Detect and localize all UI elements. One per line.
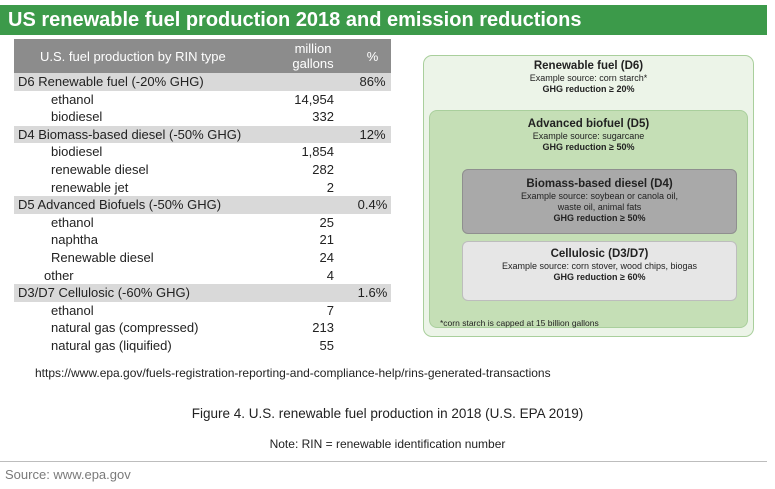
table-row: natural gas (compressed) 213 [14,319,391,337]
figure-caption: Figure 4. U.S. renewable fuel production… [191,406,584,421]
d5-example: Example source: sugarcane [532,131,645,141]
d5-advanced-biofuel-box: Advanced biofuel (D5) Example source: su… [429,110,748,328]
header-gallons: gallons [292,56,334,71]
row-label: D3/D7 Cellulosic (-60% GHG) [18,285,190,301]
row-value: 25 [319,214,334,230]
table-row: naphtha 21 [14,231,391,249]
row-value: 1,854 [301,144,334,160]
d4-example-line2: waste oil, animal fats [557,202,642,212]
header-fuel-type: U.S. fuel production by RIN type [40,49,226,64]
row-label: renewable diesel [51,161,149,177]
row-label: D6 Renewable fuel (-20% GHG) [18,74,204,89]
row-value: 213 [312,320,334,336]
row-label: naphtha [51,232,98,248]
table-body: D6 Renewable fuel (-20% GHG) 86% ethanol 14… [14,73,391,355]
d3-example: Example source: corn stover, wood chips,… [501,261,698,271]
table-category-row: D5 Advanced Biofuels (-50% GHG) 0.4% [14,196,391,214]
row-label: D4 Biomass-based diesel (-50% GHG) [18,126,242,142]
d6-ghg: GHG reduction ≥ 20% [542,84,635,94]
source-credit: Source: www.epa.gov [5,467,131,482]
table-row: natural gas (liquified) 55 [14,337,391,355]
table-row: biodiesel 332 [14,108,391,126]
d4-title: Biomass-based diesel (D4) [526,178,673,190]
table-row: other 4 [14,267,391,285]
d6-example: Example source: corn starch* [529,73,648,83]
row-percent: 0.4% [357,197,388,213]
row-label: renewable jet [51,179,129,195]
row-value: 332 [312,109,334,125]
d3-title: Cellulosic (D3/D7) [550,248,649,260]
d5-ghg: GHG reduction ≥ 50% [542,142,635,152]
row-label: ethanol [51,214,94,230]
header-million: million [294,41,332,56]
d4-ghg: GHG reduction ≥ 50% [553,213,646,223]
row-label: Renewable diesel [51,249,154,265]
table-row: ethanol 25 [14,214,391,232]
d3-ghg: GHG reduction ≥ 60% [553,272,646,282]
row-percent: 12% [359,126,386,142]
row-label: natural gas (liquified) [51,337,172,353]
diagram-footnote: *corn starch is capped at 15 billion gal… [440,318,599,328]
header-percent: % [366,49,379,64]
row-value: 24 [319,249,334,265]
table-category-row: D6 Renewable fuel (-20% GHG) 86% [14,73,391,91]
row-label: other [44,267,74,283]
row-value: 55 [319,337,334,353]
table-row: biodiesel 1,854 [14,143,391,161]
row-value: 282 [312,161,334,177]
table-row: renewable diesel 282 [14,161,391,179]
d5-title: Advanced biofuel (D5) [527,118,650,130]
row-percent: 1.6% [357,285,388,301]
row-value: 2 [326,179,334,195]
row-value: 4 [326,267,334,283]
divider [0,461,767,462]
header-million-gallons: million gallons [279,41,347,71]
table-category-row: D4 Biomass-based diesel (-50% GHG) 12% [14,125,391,144]
source-url: https://www.epa.gov/fuels-registration-r… [35,366,551,380]
table-category-row: D3/D7 Cellulosic (-60% GHG) 1.6% [14,284,391,302]
d3-cellulosic-box: Cellulosic (D3/D7) Example source: corn … [462,241,737,301]
row-label: ethanol [51,91,94,107]
banner-title: US renewable fuel production 2018 and em… [0,5,767,35]
d4-example-line1: Example source: soybean or canola oil, [520,191,679,201]
table-row: Renewable diesel 24 [14,249,391,267]
row-value: 21 [319,232,334,248]
table-row: ethanol 14,954 [14,91,391,109]
d6-title: Renewable fuel (D6) [533,60,644,72]
d4-biomass-diesel-box: Biomass-based diesel (D4) Example source… [462,169,737,234]
row-label: natural gas (compressed) [51,320,199,336]
row-percent: 86% [359,74,386,89]
d6-renewable-fuel-box: Renewable fuel (D6) Example source: corn… [424,59,753,95]
figure-note: Note: RIN = renewable identification num… [269,437,506,451]
row-label: biodiesel [51,144,103,160]
fuel-production-table: U.S. fuel production by RIN type million… [14,39,391,355]
table-row: renewable jet 2 [14,179,391,197]
row-value: 14,954 [294,91,334,107]
row-label: D5 Advanced Biofuels (-50% GHG) [18,197,222,213]
row-label: ethanol [51,302,94,318]
rin-category-diagram: Renewable fuel (D6) Example source: corn… [423,55,754,337]
table-header: U.S. fuel production by RIN type million… [14,39,391,73]
row-label: biodiesel [51,109,103,125]
table-row: ethanol 7 [14,302,391,320]
row-value: 7 [326,302,334,318]
